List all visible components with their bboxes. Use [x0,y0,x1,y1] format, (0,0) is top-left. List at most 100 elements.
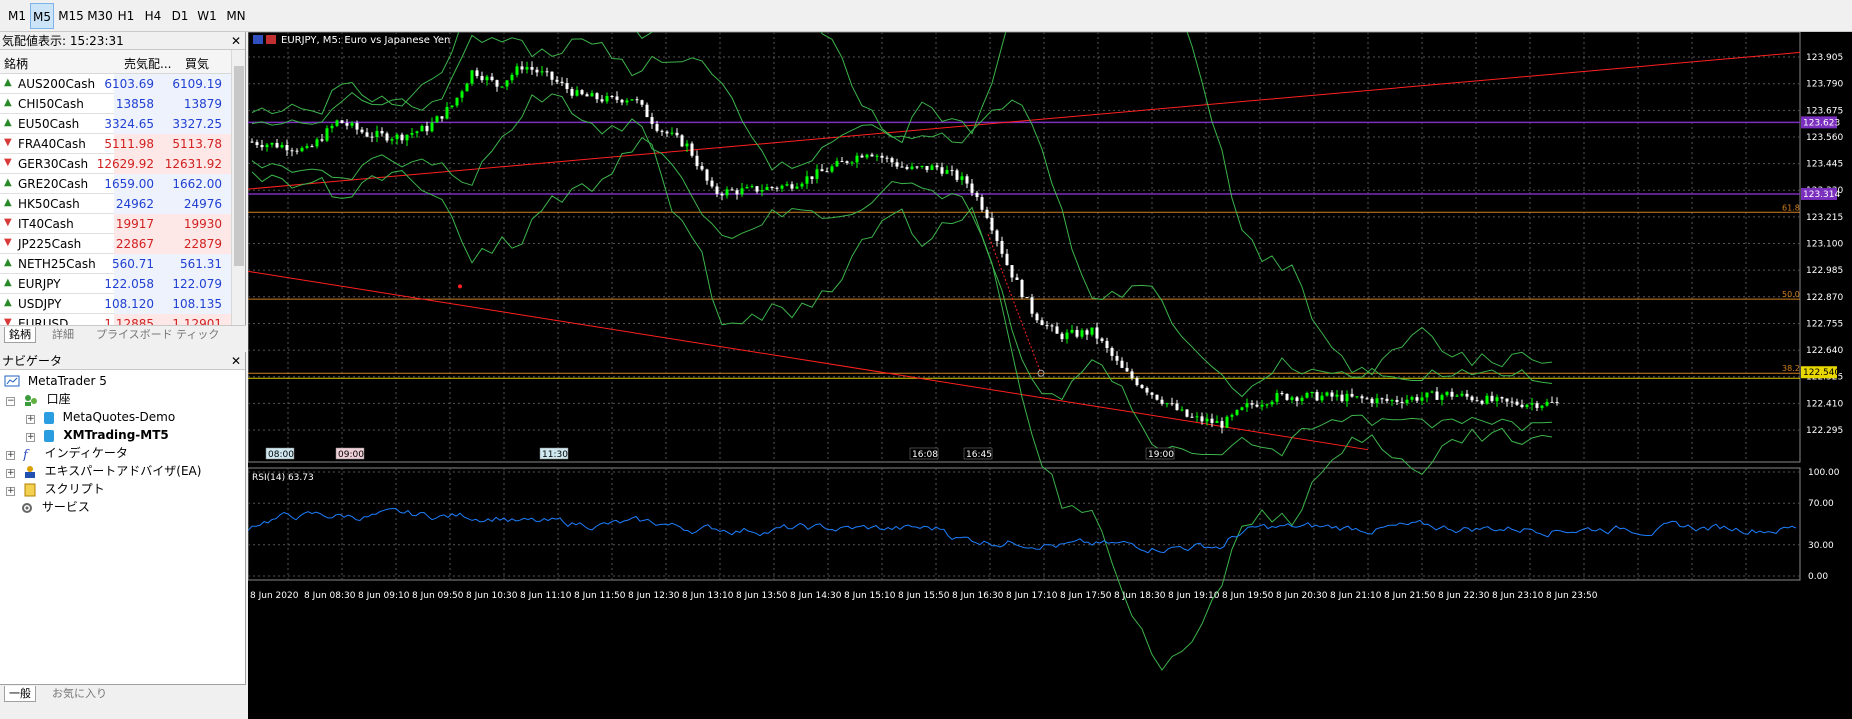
candle-body [765,186,769,191]
market-watch-tab[interactable]: 銘柄 [4,327,36,343]
navigator-close-icon[interactable]: ✕ [230,354,241,368]
symbol-name: USDJPY [18,297,62,311]
navigator-tab[interactable]: 一般 [4,686,36,702]
market-watch-row[interactable]: ▼ IT40Cash 19917 19930 [0,214,232,234]
candle-body [535,69,539,73]
candle-body [370,136,374,138]
timeframe-button-m15[interactable]: M15 [58,9,84,23]
candle-body [995,230,999,241]
nav-experts[interactable]: + エキスパートアドバイザ(EA) [6,462,201,480]
price-level-tag [1801,187,1837,200]
column-bid[interactable]: 売気配... [124,57,172,71]
market-watch-tab[interactable]: 詳細 [52,328,74,341]
candle-body [635,99,639,101]
timeframe-button-d1[interactable]: D1 [171,9,189,23]
candle-body [460,91,464,98]
candle-body [1170,403,1174,405]
market-watch-row[interactable]: ▲ CHI50Cash 13858 13879 [0,94,232,114]
chart-canvas[interactable]: 123.905 123.790 123.675 123.560 123.445 123.3… [248,32,1852,719]
market-watch-row[interactable]: ▲ EURJPY 122.058 122.079 [0,274,232,294]
nav-root[interactable]: MetaTrader 5 [4,372,107,390]
candle-body [1315,392,1319,401]
price-chart[interactable]: 123.905 123.790 123.675 123.560 123.445 123.3… [248,32,1852,719]
expand-icon[interactable]: + [6,486,15,496]
price-axis-label: 122.640 [1806,346,1843,356]
market-watch-tab[interactable]: プライスボード [96,328,173,341]
database-icon [43,411,54,424]
nav-indicators[interactable]: + f インディケータ [6,444,128,462]
candle-body [390,139,394,141]
market-watch-tab[interactable]: ティック [176,328,220,341]
candle-body [1530,403,1534,405]
nav-account-item[interactable]: + MetaQuotes-Demo [26,408,175,426]
ask-price: 3327.25 [172,117,222,131]
timeframe-button-h1[interactable]: H1 [117,9,135,23]
expand-icon[interactable]: + [26,414,35,424]
candle-body [1400,401,1404,404]
price-level-tag-label: 123.623 [1803,118,1840,128]
candle-body [1025,297,1029,299]
candle-body [1015,277,1019,280]
symbol-name: EU50Cash [18,117,80,131]
timeframe-button-m5[interactable]: M5 [30,3,54,29]
flag-icon [266,35,276,44]
candle-body [855,155,859,163]
market-watch-row[interactable]: ▼ GER30Cash 12629.92 12631.92 [0,154,232,174]
candle-body [900,166,904,168]
market-watch-row[interactable]: ▲ HK50Cash 24962 24976 [0,194,232,214]
market-watch-row[interactable]: ▼ FRA40Cash 5111.98 5113.78 [0,134,232,154]
market-watch-row[interactable]: ▲ NETH25Cash 560.71 561.31 [0,254,232,274]
expand-icon[interactable]: + [26,432,35,442]
candle-body [1100,338,1104,341]
ask-cell [171,274,232,294]
price-axis-label: 122.410 [1806,399,1843,409]
candle-body [1495,397,1499,402]
nav-accounts[interactable]: − 口座 [6,390,71,408]
candle-body [1085,330,1089,335]
scrollbar-thumb[interactable] [234,66,244,266]
symbol-name: CHI50Cash [18,97,84,111]
timeframe-button-h4[interactable]: H4 [144,9,162,23]
market-watch-close-icon[interactable]: ✕ [230,34,241,48]
candle-body [605,95,609,102]
candle-body [1240,407,1244,410]
candle-body [400,134,404,141]
candle-body [520,66,524,70]
timeframe-button-mn[interactable]: MN [226,9,246,23]
candle-body [775,187,779,189]
market-watch-row[interactable]: ▲ USDJPY 108.120 108.135 [0,294,232,314]
price-axis-label: 122.985 [1806,266,1843,276]
column-symbol[interactable]: 銘柄 [4,57,29,71]
ask-cell [171,154,232,174]
fibonacci-label: 61.8 [1782,203,1800,212]
nav-services[interactable]: サービス [20,498,90,516]
nav-scripts[interactable]: + スクリプト [6,480,105,498]
collapse-icon[interactable]: − [6,396,15,406]
market-watch-scrollbar[interactable] [231,50,245,325]
ask-cell [171,194,232,214]
expand-icon[interactable]: + [6,450,15,460]
market-watch-row[interactable]: ▲ GRE20Cash 1659.00 1662.00 [0,174,232,194]
arrow-down-icon: ▼ [4,317,12,328]
bid-cell [114,114,171,134]
candle-body [905,166,909,169]
candle-body [395,134,399,140]
expand-icon[interactable]: + [6,468,15,478]
market-watch-row[interactable]: ▲ EU50Cash 3324.65 3327.25 [0,114,232,134]
timeframe-button-m1[interactable]: M1 [8,9,26,23]
market-watch-header: 銘柄 売気配... 買気配... [0,50,232,88]
database-icon [44,429,55,442]
candle-body [715,186,719,194]
market-watch-row[interactable]: ▼ JP225Cash 22867 22879 [0,234,232,254]
candle-body [690,143,694,156]
candle-body [1305,392,1309,398]
bid-price: 22867 [115,237,154,251]
market-watch-row[interactable]: ▲ AUS200Cash 6103.69 6109.19 [0,74,232,94]
ask-price: 12631.92 [164,157,222,171]
timeframe-button-m30[interactable]: M30 [87,9,113,23]
nav-account-item[interactable]: + XMTrading-MT5 [26,426,169,444]
time-axis-label: 8 Jun 21:10 [1330,591,1382,601]
timeframe-button-w1[interactable]: W1 [197,9,217,23]
candle-body [405,134,409,141]
navigator-tab[interactable]: お気に入り [52,687,107,700]
